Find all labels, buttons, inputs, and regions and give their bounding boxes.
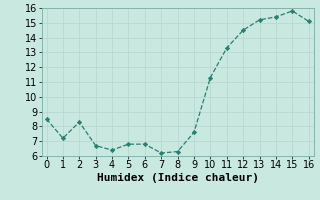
X-axis label: Humidex (Indice chaleur): Humidex (Indice chaleur) xyxy=(97,173,259,183)
